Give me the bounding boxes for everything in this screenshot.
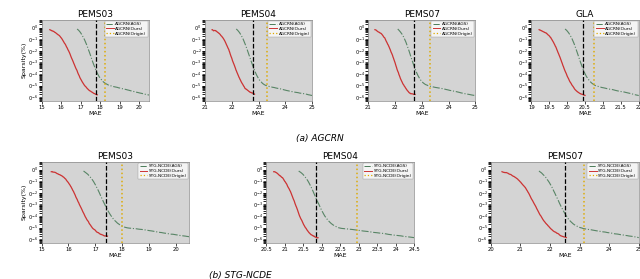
Title: PEMS04: PEMS04 — [241, 10, 276, 19]
Title: PEMS07: PEMS07 — [547, 152, 583, 161]
X-axis label: MAE: MAE — [579, 111, 592, 116]
Legend: STG-NCDE(AGS), STG-NCDE(Ours), STG-NCDE(Origin): STG-NCDE(AGS), STG-NCDE(Ours), STG-NCDE(… — [363, 163, 413, 179]
Legend: AGCRN(AGS), AGCRN(Ours), AGCRN(Origin): AGCRN(AGS), AGCRN(Ours), AGCRN(Origin) — [268, 21, 311, 37]
Legend: AGCRN(AGS), AGCRN(Ours), AGCRN(Origin): AGCRN(AGS), AGCRN(Ours), AGCRN(Origin) — [105, 21, 148, 37]
Legend: AGCRN(AGS), AGCRN(Ours), AGCRN(Origin): AGCRN(AGS), AGCRN(Ours), AGCRN(Origin) — [595, 21, 637, 37]
X-axis label: MAE: MAE — [333, 253, 347, 258]
X-axis label: MAE: MAE — [415, 111, 429, 116]
Title: PEMS07: PEMS07 — [404, 10, 440, 19]
Legend: STG-NCDE(AGS), STG-NCDE(Ours), STG-NCDE(Origin): STG-NCDE(AGS), STG-NCDE(Ours), STG-NCDE(… — [138, 163, 188, 179]
Y-axis label: Sparsity(%): Sparsity(%) — [22, 42, 27, 78]
Title: PEMS03: PEMS03 — [77, 10, 113, 19]
Title: GLA: GLA — [576, 10, 594, 19]
X-axis label: MAE: MAE — [558, 253, 572, 258]
Title: PEMS04: PEMS04 — [322, 152, 358, 161]
X-axis label: MAE: MAE — [88, 111, 102, 116]
Legend: STG-NCDE(AGS), STG-NCDE(Ours), STG-NCDE(Origin): STG-NCDE(AGS), STG-NCDE(Ours), STG-NCDE(… — [588, 163, 637, 179]
X-axis label: MAE: MAE — [109, 253, 122, 258]
Y-axis label: Sparsity(%): Sparsity(%) — [22, 184, 27, 220]
X-axis label: MAE: MAE — [252, 111, 266, 116]
Title: PEMS03: PEMS03 — [97, 152, 134, 161]
Legend: AGCRN(AGS), AGCRN(Ours), AGCRN(Origin): AGCRN(AGS), AGCRN(Ours), AGCRN(Origin) — [431, 21, 474, 37]
Text: (b) STG-NCDE: (b) STG-NCDE — [209, 271, 271, 279]
Text: (a) AGCRN: (a) AGCRN — [296, 134, 344, 143]
